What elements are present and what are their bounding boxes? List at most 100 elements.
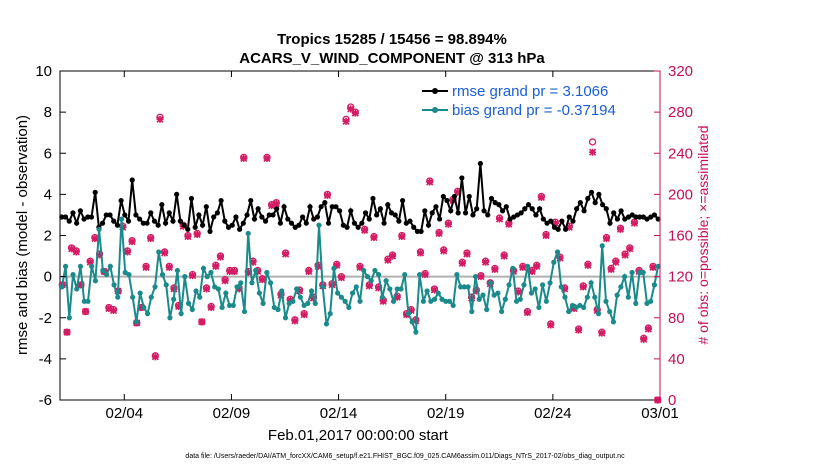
bias-point [465, 284, 471, 290]
rmse-point [540, 216, 546, 222]
rmse-point [574, 206, 580, 212]
obs-assimilated-point [500, 252, 508, 260]
obs-assimilated-point [323, 191, 332, 199]
obs-assimilated-point [384, 256, 392, 264]
obs-assimilated-point [184, 232, 192, 241]
rmse-point [329, 204, 335, 210]
obs-assimilated-point [356, 263, 364, 271]
bias-point [640, 269, 646, 276]
rmse-point [185, 226, 191, 232]
bias-point [74, 286, 80, 292]
obs-assimilated-point [109, 306, 118, 315]
bias-point [379, 294, 385, 300]
bias-point [435, 290, 441, 296]
bias-point [409, 319, 415, 325]
rmse-point [288, 220, 295, 226]
obs-assimilated-point [482, 258, 490, 266]
rmse-point [440, 193, 446, 200]
y2-tick-label: 0 [668, 392, 676, 409]
rmse-point [70, 210, 76, 216]
y2-tick-label: 280 [668, 104, 693, 121]
obs-assimilated-point [258, 276, 266, 284]
rmse-point [559, 218, 565, 224]
bias-point [484, 306, 490, 313]
obs-assimilated-point [458, 259, 466, 267]
x-tick-label: 02/14 [320, 405, 358, 422]
x-tick-label: 02/04 [106, 405, 144, 422]
plot-frame [59, 70, 661, 401]
bias-point [595, 311, 602, 317]
x-tick-label: 02/09 [213, 405, 251, 422]
y-tick-label: 6 [44, 145, 52, 162]
obs-assimilated-point [263, 154, 271, 162]
rmse-point [370, 195, 376, 202]
x-axis-label: Feb.01,2017 00:00:00 start [268, 427, 449, 444]
obs-assimilated-point [240, 154, 248, 162]
rmse-point [570, 218, 576, 224]
rmse-point [118, 197, 124, 204]
rmse-point [92, 189, 98, 195]
y2-tick-label: 200 [668, 186, 693, 203]
rmse-point [599, 202, 606, 208]
legend-rmse-label: rmse grand pr = 3.1066 [452, 83, 608, 100]
rmse-point [307, 204, 313, 210]
bias-point [610, 319, 617, 325]
bias-point [372, 267, 378, 274]
obs-assimilated-point [226, 267, 234, 276]
obs-assimilated-point [649, 263, 657, 271]
obs-assimilated-point [463, 250, 471, 258]
bias-point [487, 280, 494, 286]
bias-point [111, 282, 117, 288]
rmse-point [485, 212, 491, 218]
y-tick-label: -2 [39, 310, 52, 327]
bias-point [398, 286, 404, 292]
rmse-point [385, 202, 391, 208]
bias-point [294, 286, 300, 292]
rmse-point [125, 218, 132, 224]
y2-tick-label: 160 [668, 228, 693, 245]
obs-assimilated-point [602, 235, 611, 243]
bias-point [621, 274, 628, 280]
bias-point [144, 311, 151, 317]
obs-assimilated-point [314, 262, 322, 270]
obs-assimilated-point [170, 285, 178, 293]
obs-assimilated-point [123, 248, 132, 256]
rmse-point [603, 206, 609, 212]
bias-point [420, 298, 426, 304]
bias-point [182, 274, 188, 280]
obs-assimilated-point [188, 272, 197, 280]
legend-rmse-marker [432, 88, 438, 94]
rmse-point [325, 220, 332, 226]
bias-point [85, 298, 91, 304]
bias-point [353, 284, 359, 290]
rmse-point [192, 224, 198, 230]
obs-assimilated-point [342, 117, 350, 125]
bias-point [316, 222, 322, 228]
rmse-point [396, 218, 402, 224]
bias-point [290, 298, 296, 304]
bias-point [540, 282, 546, 288]
bias-point [346, 304, 352, 311]
obs-assimilated-point [444, 220, 452, 228]
bias-point [584, 294, 590, 300]
rmse-point [655, 216, 661, 222]
bias-point [458, 284, 464, 290]
rmse-point [637, 214, 643, 220]
obs-assimilated-point [300, 311, 308, 319]
obs-assimilated-point [370, 233, 378, 242]
y-axis-right: 0 40 80 120 160 200 240 280 320 [654, 63, 693, 409]
rmse-point [366, 216, 372, 222]
rmse-point [196, 212, 202, 218]
obs-assimilated-point [249, 258, 257, 266]
bias-point [413, 329, 419, 335]
obs-assimilated-point [416, 249, 425, 257]
rmse-point [137, 216, 143, 222]
bias-point [499, 308, 505, 315]
rmse-point [114, 222, 121, 228]
bias-point [443, 298, 449, 304]
obs-assimilated-point [86, 258, 94, 266]
bias-point [297, 294, 303, 300]
obs-assimilated-point [393, 293, 401, 301]
obs-assimilated-point [477, 273, 485, 281]
